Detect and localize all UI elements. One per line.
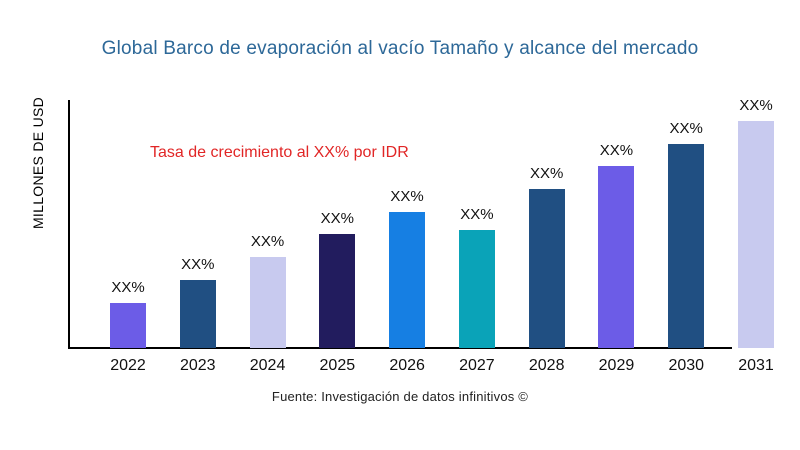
bar-value-label: XX% [599,142,634,159]
x-tick-label: 2024 [249,357,286,374]
x-tick-label: 2031 [738,357,774,374]
source-caption: Fuente: Investigación de datos infinitiv… [271,389,529,404]
bar-value-label: XX% [181,256,215,273]
bar-value-label: XX% [460,206,494,223]
y-axis-line [68,100,70,349]
y-axis-label: MILLONES DE USD [30,96,46,230]
x-tick-label: 2022 [110,357,146,374]
plot-area: XX% 2022 XX% 2023 XX% 2024 XX% 2025 XX% 2026 XX% 20… [68,97,780,374]
x-tick-label: 2027 [459,357,495,374]
x-tick-label: 2029 [598,357,635,374]
bar-2027 [458,230,495,348]
bar-2030 [668,144,705,348]
bar-2028 [528,189,565,348]
bar-value-label: XX% [111,279,145,296]
bar-value-label: XX% [669,120,703,137]
x-tick-label: 2030 [668,357,705,374]
bar-2024 [249,257,286,348]
bar-value-label: XX% [390,188,424,205]
x-tick-label: 2025 [319,357,356,374]
x-tick-label: 2028 [528,357,565,374]
bar-2031 [738,121,775,348]
bar-2025 [319,234,356,348]
bar-2026 [389,212,426,348]
bar-2023 [179,280,216,348]
bar-value-label: XX% [250,233,285,250]
page-title: Global Barco de evaporación al vacío Tam… [101,38,699,59]
bar-value-label: XX% [529,165,564,182]
growth-rate-annotation: Tasa de crecimiento al XX% por IDR [150,144,409,161]
x-axis-line [68,347,732,349]
x-tick-label: 2023 [179,357,216,374]
bar-value-label: XX% [739,97,773,114]
bar-2022 [110,303,146,348]
bar-2029 [598,166,635,348]
bar-value-label: XX% [320,210,354,227]
x-tick-label: 2026 [389,357,425,374]
